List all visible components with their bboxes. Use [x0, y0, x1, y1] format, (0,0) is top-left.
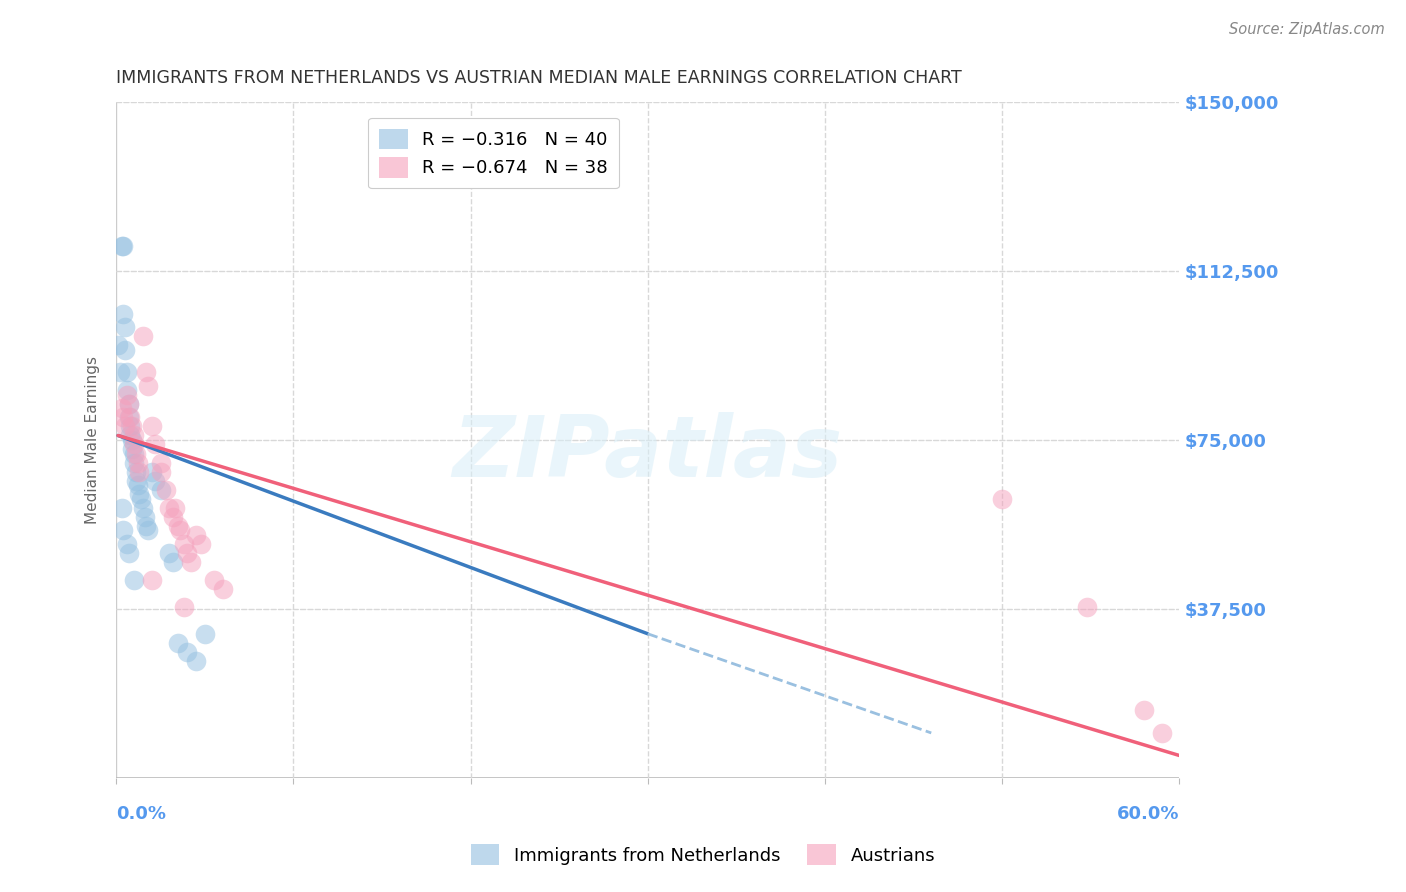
Point — [118, 397, 141, 411]
Point — [125, 465, 148, 479]
Point — [167, 636, 190, 650]
Point — [190, 536, 212, 550]
Point — [115, 536, 138, 550]
Point — [112, 239, 135, 253]
Point — [141, 465, 163, 479]
Point — [120, 410, 142, 425]
Point — [194, 627, 217, 641]
Y-axis label: Median Male Earnings: Median Male Earnings — [86, 356, 100, 524]
Point — [115, 388, 138, 402]
Point — [176, 645, 198, 659]
Point — [141, 419, 163, 434]
Point — [167, 518, 190, 533]
Point — [143, 474, 166, 488]
Point — [173, 536, 195, 550]
Point — [129, 491, 152, 506]
Point — [128, 465, 150, 479]
Point — [173, 599, 195, 614]
Point — [141, 573, 163, 587]
Point — [110, 500, 132, 515]
Point — [122, 573, 145, 587]
Point — [136, 523, 159, 537]
Point — [112, 410, 135, 425]
Point — [127, 456, 149, 470]
Point — [991, 491, 1014, 506]
Point — [132, 329, 155, 343]
Point — [112, 307, 135, 321]
Text: 0.0%: 0.0% — [117, 805, 166, 823]
Point — [136, 379, 159, 393]
Point — [128, 487, 150, 501]
Point — [125, 446, 148, 460]
Point — [135, 518, 157, 533]
Text: IMMIGRANTS FROM NETHERLANDS VS AUSTRIAN MEDIAN MALE EARNINGS CORRELATION CHART: IMMIGRANTS FROM NETHERLANDS VS AUSTRIAN … — [117, 69, 962, 87]
Point — [184, 654, 207, 668]
Point — [122, 446, 145, 460]
Legend: Immigrants from Netherlands, Austrians: Immigrants from Netherlands, Austrians — [464, 837, 942, 872]
Point — [121, 419, 143, 434]
Point — [180, 555, 202, 569]
Point — [120, 419, 142, 434]
Point — [155, 483, 177, 497]
Point — [149, 483, 172, 497]
Point — [125, 474, 148, 488]
Point — [118, 546, 141, 560]
Point — [143, 437, 166, 451]
Point — [122, 437, 145, 451]
Point — [127, 478, 149, 492]
Point — [118, 410, 141, 425]
Point — [107, 338, 129, 352]
Point — [115, 384, 138, 398]
Point — [157, 500, 180, 515]
Point — [162, 509, 184, 524]
Point — [1150, 726, 1173, 740]
Point — [115, 365, 138, 379]
Point — [114, 419, 136, 434]
Text: ZIPatlas: ZIPatlas — [453, 412, 844, 495]
Point — [122, 456, 145, 470]
Point — [176, 546, 198, 560]
Point — [169, 523, 191, 537]
Text: 60.0%: 60.0% — [1116, 805, 1180, 823]
Point — [121, 442, 143, 456]
Point — [110, 401, 132, 416]
Point — [1076, 599, 1098, 614]
Point — [118, 397, 141, 411]
Point — [110, 239, 132, 253]
Point — [114, 343, 136, 357]
Point — [112, 523, 135, 537]
Legend: R = −0.316   N = 40, R = −0.674   N = 38: R = −0.316 N = 40, R = −0.674 N = 38 — [368, 118, 619, 188]
Point — [163, 500, 186, 515]
Point — [120, 428, 142, 442]
Point — [108, 365, 131, 379]
Point — [132, 500, 155, 515]
Point — [184, 527, 207, 541]
Point — [1133, 703, 1156, 717]
Point — [202, 573, 225, 587]
Point — [162, 555, 184, 569]
Point — [135, 365, 157, 379]
Point — [149, 456, 172, 470]
Point — [157, 546, 180, 560]
Point — [134, 509, 156, 524]
Point — [121, 433, 143, 447]
Point — [122, 428, 145, 442]
Point — [211, 582, 233, 596]
Point — [149, 465, 172, 479]
Text: Source: ZipAtlas.com: Source: ZipAtlas.com — [1229, 22, 1385, 37]
Point — [114, 320, 136, 334]
